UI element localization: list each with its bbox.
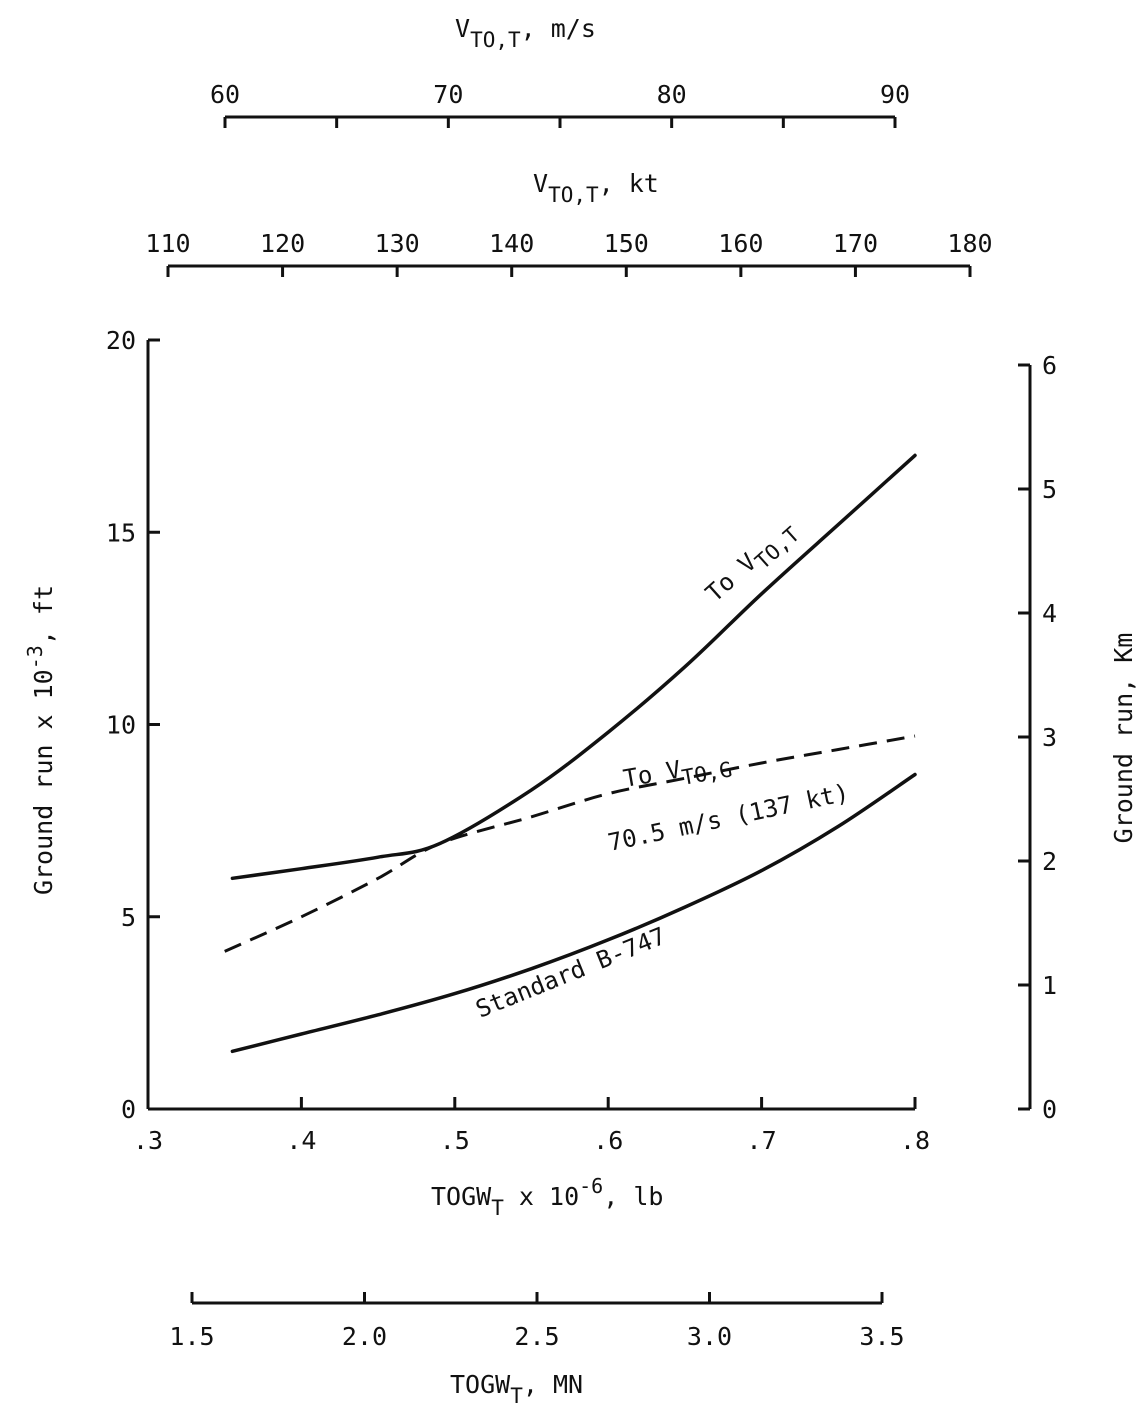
x-axis-title: TOGWT x 10-6, lb	[431, 1174, 663, 1220]
y-right-tick-label: 5	[1042, 475, 1057, 504]
x-mn-tick-label: 2.0	[342, 1322, 387, 1351]
series-group	[224, 453, 917, 1054]
annotation-to-vtot: To VTO,T	[700, 514, 804, 613]
top-ms-tick-label: 70	[433, 80, 463, 109]
y-right-tick-label: 0	[1042, 1095, 1057, 1124]
top-kt-tick-label: 130	[375, 229, 420, 258]
top-kt-axis-title: VTO,T, kt	[533, 169, 659, 207]
y-left-tick-label: 0	[121, 1095, 136, 1124]
top-ms-tick-label: 90	[880, 80, 910, 109]
top-ms-tick-label: 60	[210, 80, 240, 109]
top-kt-tick-label: 160	[718, 229, 763, 258]
y-right-tick-label: 3	[1042, 723, 1057, 752]
y-left-tick-label: 15	[106, 518, 136, 547]
x-mn-axis-title: TOGWT, MN	[450, 1370, 583, 1408]
y-right-tick-label: 6	[1042, 351, 1057, 380]
annotation-standard-b747: Standard B-747	[472, 922, 670, 1024]
top-kt-tick-label: 110	[145, 229, 190, 258]
annotation-speed: 70.5 m/s (137 kt)	[605, 778, 851, 856]
x-mn-tick-label: 3.5	[859, 1322, 904, 1351]
top-kt-tick-label: 150	[604, 229, 649, 258]
x-tick-label: .8	[900, 1126, 930, 1155]
axes-group: 0 5 10 15 20 .3 .4 .5 .6 .7 .8 0 1 2 3 4 5 6 60 70 80 90 110 12…	[106, 80, 1057, 1351]
x-mn-tick-label: 2.5	[514, 1322, 559, 1351]
series-standard-b747-line	[230, 772, 917, 1054]
annotation-to-vtog: To VTO,G	[621, 747, 734, 800]
x-tick-label: .5	[440, 1126, 470, 1155]
top-kt-tick-label: 120	[260, 229, 305, 258]
top-ms-tick-label: 80	[657, 80, 687, 109]
y-right-axis-title: Ground run, Km	[1109, 633, 1138, 844]
x-tick-label: .7	[747, 1126, 777, 1155]
y-left-tick-label: 5	[121, 903, 136, 932]
y-left-axis-title: Ground run x 10-3, ft	[23, 585, 58, 895]
y-left-tick-label: 20	[106, 326, 136, 355]
x-mn-tick-label: 1.5	[169, 1322, 214, 1351]
top-ms-axis-title: VTO,T, m/s	[455, 14, 596, 52]
series-to-vtog-line	[224, 734, 916, 953]
y-right-tick-label: 4	[1042, 599, 1057, 628]
top-kt-tick-label: 170	[833, 229, 878, 258]
top-kt-tick-label: 180	[947, 229, 992, 258]
series-to-vtot-line	[230, 453, 917, 881]
y-right-tick-label: 1	[1042, 971, 1057, 1000]
y-right-tick-label: 2	[1042, 847, 1057, 876]
x-mn-tick-label: 3.0	[687, 1322, 732, 1351]
x-tick-label: .6	[593, 1126, 623, 1155]
labels-group: VTO,T, m/s VTO,T, kt Ground run x 10-3, …	[23, 14, 1138, 1408]
y-left-tick-label: 10	[106, 711, 136, 740]
x-tick-label: .4	[286, 1126, 316, 1155]
top-kt-tick-label: 140	[489, 229, 534, 258]
x-tick-label: .3	[133, 1126, 163, 1155]
